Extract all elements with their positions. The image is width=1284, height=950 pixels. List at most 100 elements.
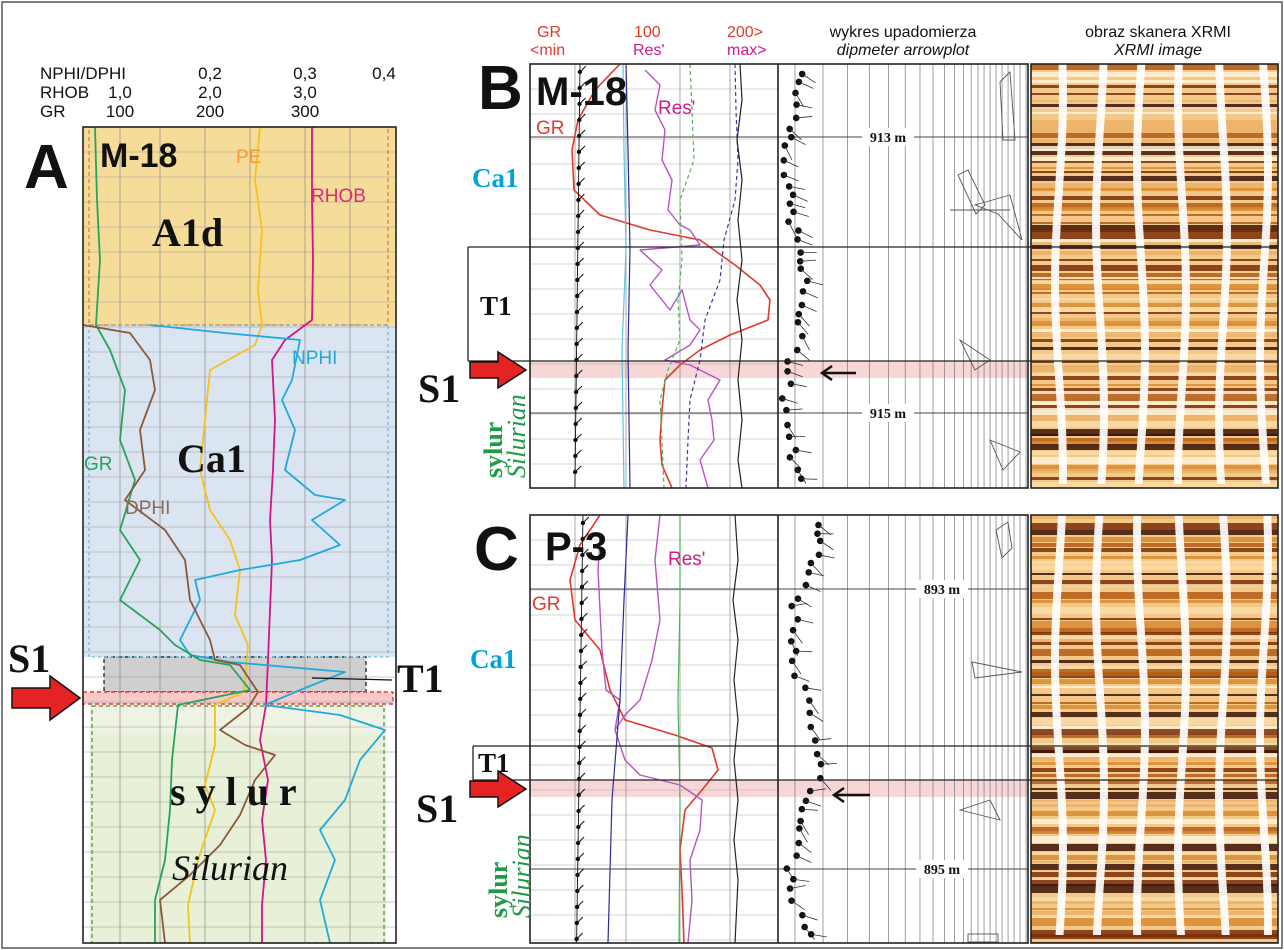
panel-b-pointer-head (819, 364, 833, 382)
header-dipmeter-pl: wykres upadomierza (829, 24, 977, 41)
dip-tadpole-tail (796, 650, 813, 653)
zone-ca1-outline (88, 324, 389, 658)
dip-tadpole-tail (820, 763, 837, 765)
panel-c-s1-label: S1 (416, 786, 458, 831)
xrmi-band (1031, 281, 1278, 286)
header-gr: GR (537, 24, 561, 41)
rose-petal (971, 661, 1023, 679)
xrmi-band (1031, 811, 1278, 816)
caliper-tick (577, 820, 585, 828)
xrmi-band (1031, 676, 1278, 678)
xrmi-band (1031, 632, 1278, 635)
xrmi-band (1031, 600, 1278, 603)
xrmi-band (1031, 312, 1278, 314)
rose-petal (999, 70, 1016, 141)
caliper-tick (578, 113, 586, 121)
xrmi-band (1031, 561, 1278, 564)
xrmi-band (1031, 877, 1278, 882)
zone-ca1-label: Ca1 (177, 436, 246, 481)
xrmi-band (1031, 718, 1278, 725)
dip-tadpole-tail (788, 221, 797, 237)
xrmi-band (1031, 242, 1278, 247)
panel-c: 893 m 895 m C P-3 GR Res' Ca1 T1 S1 sylu… (416, 514, 1279, 944)
zone-silurian-label: Silurian (172, 848, 288, 888)
header-xrmi-pl: obraz skanera XRMI (1085, 24, 1231, 41)
caliper-tick (575, 417, 583, 425)
xrmi-pad-gap (1092, 64, 1108, 484)
panel-c-pointer-head (831, 786, 845, 804)
caliper-tick (580, 644, 588, 652)
depth-label-915: 915 m (870, 407, 907, 422)
caliper-tick (580, 628, 588, 636)
xrmi-band (1031, 780, 1278, 784)
xrmi-band (1031, 908, 1278, 910)
rose-petal (973, 194, 1023, 241)
xrmi-band (1031, 768, 1278, 772)
caliper-tick (578, 177, 585, 185)
caliper-tick (576, 321, 584, 329)
dip-tadpole-tail (782, 398, 798, 404)
dip-tadpole-tail (805, 687, 822, 691)
nphi-curve (149, 324, 386, 943)
xrmi-pad-gap (1133, 515, 1149, 935)
xrmi-band (1031, 321, 1278, 325)
xrmi-band (1031, 64, 1278, 70)
panel-c-xrmi-frame (1030, 514, 1279, 944)
caliper-tick (577, 273, 584, 281)
header-gr-min: <min (530, 42, 565, 59)
xrmi-band (1031, 934, 1278, 939)
panel-b-s1-arrow (469, 350, 528, 390)
xrmi-band (1031, 774, 1278, 777)
xrmi-band (1031, 702, 1278, 704)
rose-petal (995, 521, 1013, 559)
dip-tadpole-tail (802, 914, 818, 921)
xrmi-band (1031, 523, 1278, 530)
caliper-tick (579, 97, 586, 105)
xrmi-band (1031, 804, 1278, 807)
caliper-line (574, 63, 581, 489)
xrmi-band (1031, 120, 1278, 127)
panel-a-well-name: M-18 (100, 137, 177, 175)
xrmi-band (1031, 618, 1278, 620)
xrmi-band (1031, 515, 1278, 519)
dip-tadpole-tail (796, 855, 812, 863)
xrmi-band (1031, 277, 1278, 279)
xrmi-band (1031, 384, 1278, 386)
rose-petal (967, 933, 999, 943)
caliper-tick (576, 900, 584, 908)
xrmi-band (1031, 654, 1278, 656)
xrmi-band (1031, 298, 1278, 300)
dip-tadpole-tail (809, 712, 824, 722)
dip-tadpole-tail (796, 349, 810, 361)
dip-tadpole-tail (818, 554, 835, 559)
xrmi-band (1031, 394, 1278, 401)
xrmi-band (1031, 735, 1278, 738)
panel-b-gr-curve (571, 64, 771, 488)
caliper-tick (576, 916, 584, 924)
panel-b-zone-t1: T1 (480, 291, 512, 321)
xrmi-band (1031, 469, 1278, 473)
dip-tadpole-tail (795, 449, 812, 454)
xrmi-band (1031, 872, 1278, 878)
rhob-curve (259, 127, 314, 943)
xrmi-band (1031, 628, 1278, 633)
xrmi-band (1031, 303, 1278, 307)
caliper-tick (574, 449, 582, 457)
dip-tadpole-tail (811, 933, 827, 938)
panel-c-caliper-chain (574, 514, 590, 944)
panel-c-zone-t1: T1 (478, 748, 510, 778)
dip-tadpole-tail (786, 408, 803, 411)
dip-tadpole-tail (800, 268, 813, 280)
xrmi-band (1031, 855, 1278, 860)
caliper-tick (577, 225, 585, 233)
dip-tadpole-tail (801, 808, 818, 811)
dip-tadpole-tail (798, 81, 814, 89)
xrmi-band (1031, 694, 1278, 696)
caliper-tick (575, 369, 583, 377)
panel-b-grid (530, 64, 1028, 488)
panel-a-t1-label: T1 (397, 656, 444, 701)
rose-petal (989, 439, 1021, 471)
xrmi-pad-gap (1174, 515, 1190, 935)
panel-b-rose-diagrams (950, 70, 1023, 471)
